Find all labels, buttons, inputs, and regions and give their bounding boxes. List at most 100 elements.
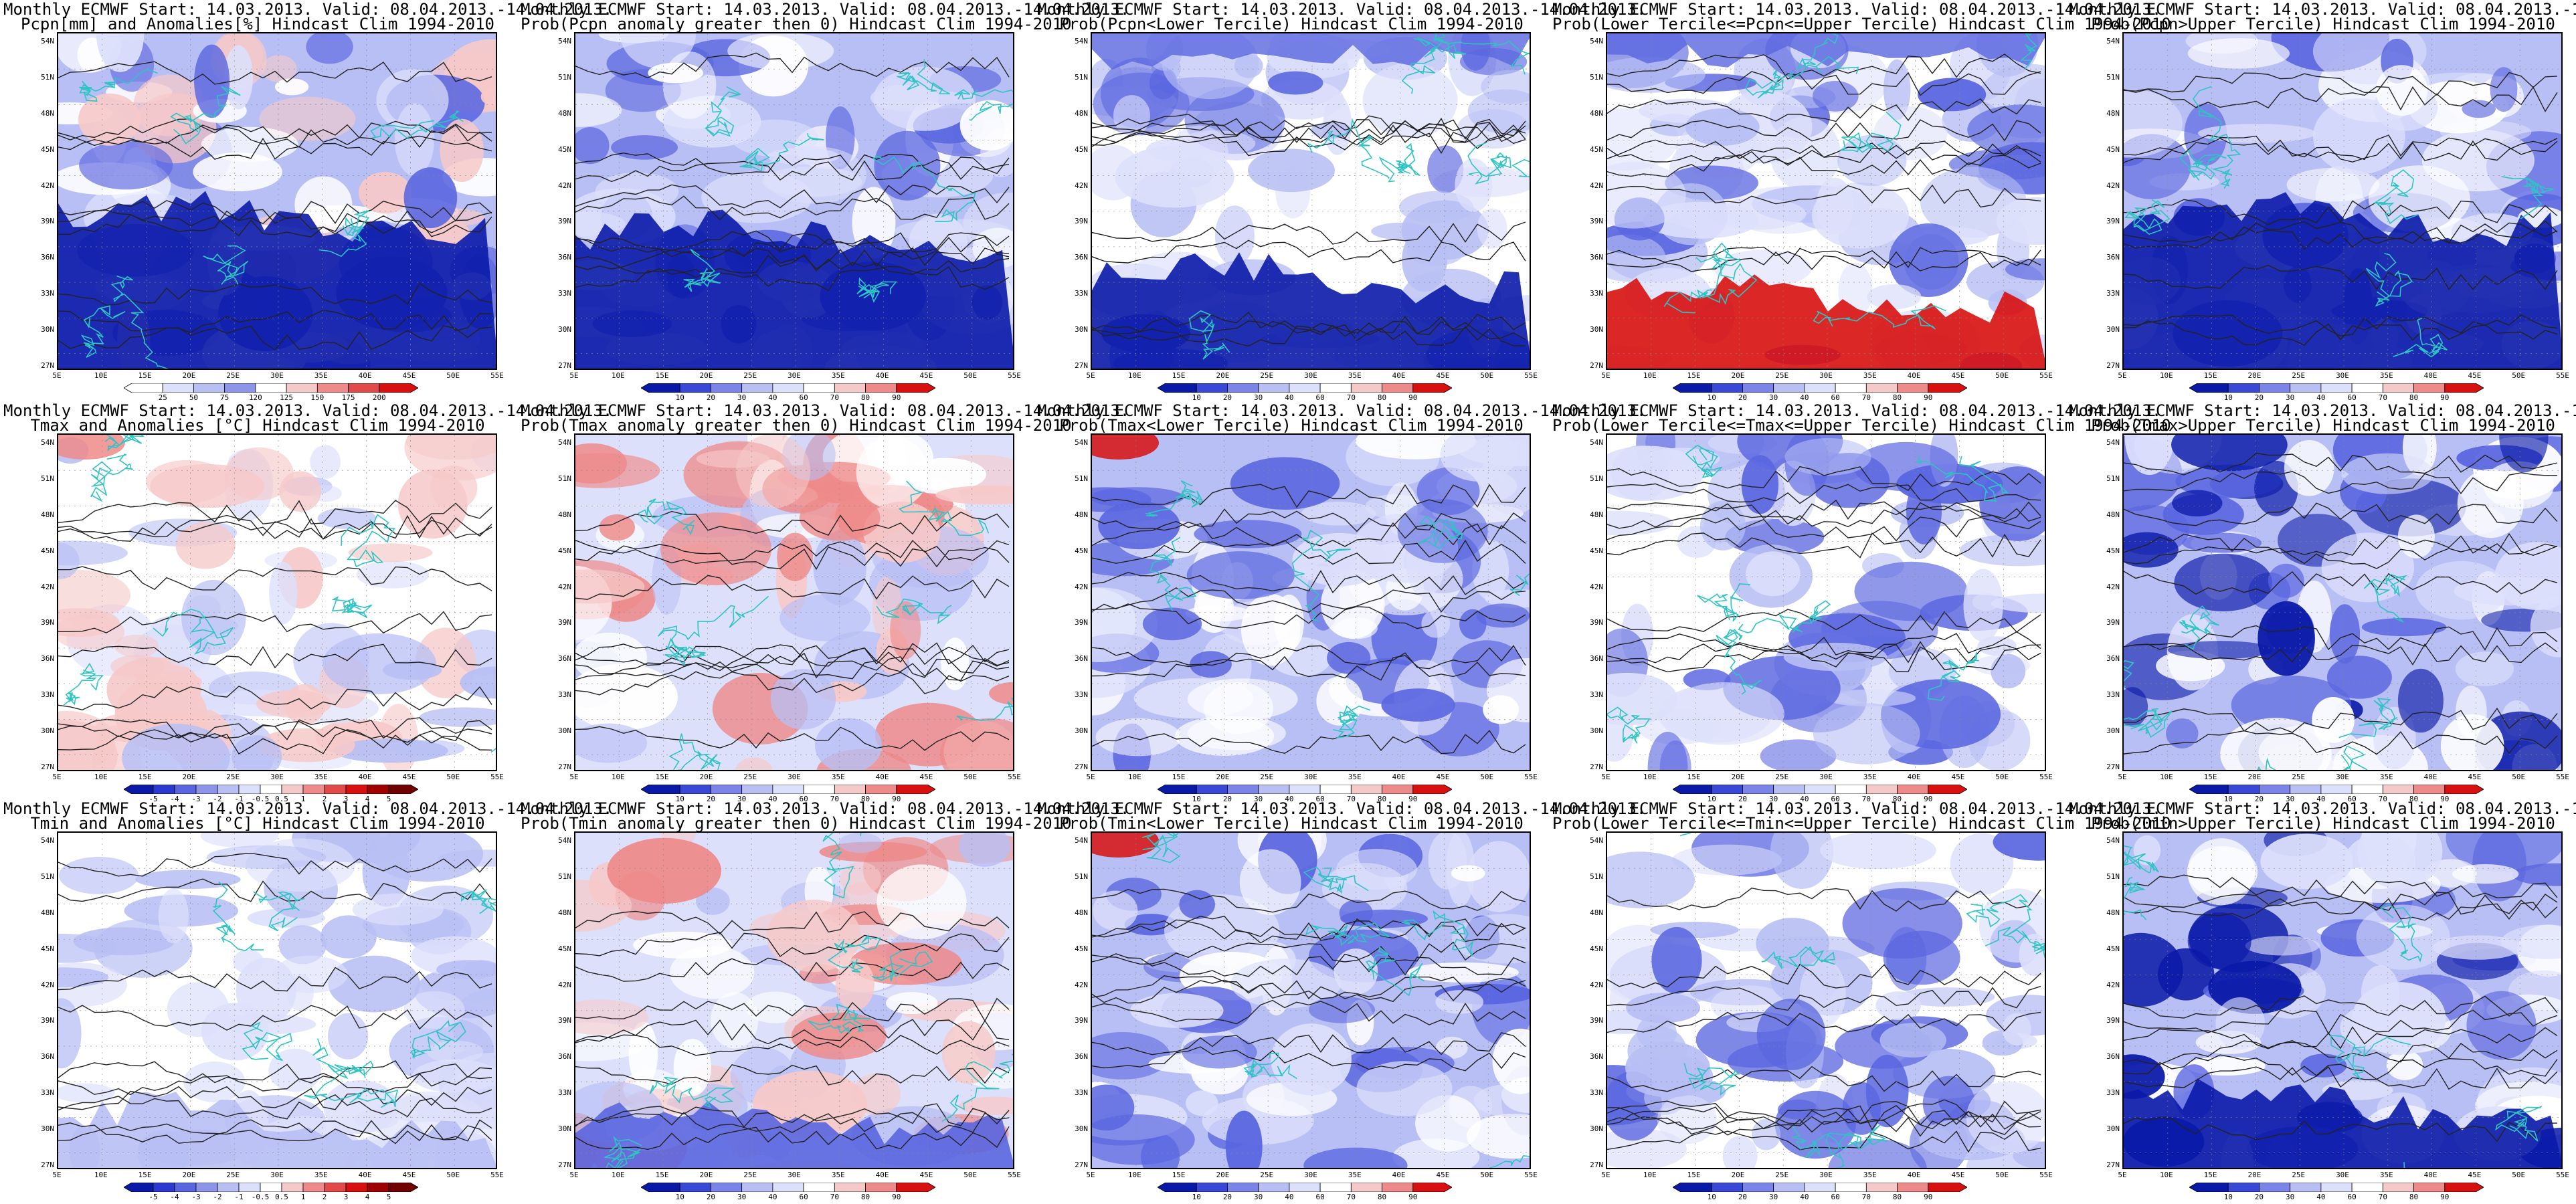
lon-tick-label: 25E (743, 773, 757, 781)
lon-tick-label: 45E (1951, 1171, 1965, 1179)
lon-tick-label: 5E (2118, 773, 2127, 781)
colorbar-tick-label: 80 (1377, 393, 1387, 402)
lon-tick-label: 30E (270, 371, 284, 380)
map-panel: Monthly ECMWF Start: 14.03.2013. Valid: … (1037, 799, 1646, 1201)
colorbar-tick-label: 3 (343, 1193, 349, 1201)
panel-title-line1: Monthly ECMWF Start: 14.03.2013. Valid: … (1552, 799, 2162, 818)
panel-title-line1: Monthly ECMWF Start: 14.03.2013. Valid: … (2069, 799, 2576, 818)
lat-tick-label: 36N (558, 1052, 571, 1062)
lat-tick-label: 45N (1075, 144, 1088, 154)
colorbar (1158, 1183, 1452, 1192)
colorbar-tick-label: 60 (799, 393, 808, 402)
map-shading (58, 833, 496, 1168)
colorbar-tick-label: 40 (768, 393, 777, 402)
colorbar-tick-label: -4 (170, 795, 179, 803)
lon-tick-label: 15E (655, 1171, 669, 1179)
map-panel: Monthly ECMWF Start: 14.03.2013. Valid: … (1037, 401, 1646, 803)
colorbar-tick-label: 40 (768, 1193, 777, 1201)
lat-tick-label: 42N (41, 582, 54, 591)
lat-tick-label: 33N (1590, 690, 1603, 700)
map-panel: Monthly ECMWF Start: 14.03.2013. Valid: … (1552, 799, 2171, 1201)
lon-tick-label: 50E (963, 371, 978, 380)
lon-tick-label: 5E (2118, 371, 2127, 380)
lat-tick-label: 33N (2106, 1088, 2120, 1098)
lat-tick-label: 54N (1590, 836, 1603, 845)
lon-tick-label: 55E (490, 371, 504, 380)
lon-tick-label: 25E (1775, 371, 1789, 380)
lat-tick-label: 36N (1590, 253, 1603, 262)
lon-tick-label: 30E (2336, 1171, 2349, 1179)
lat-tick-label: 51N (41, 474, 54, 483)
colorbar-tick-label: 30 (737, 795, 747, 803)
lat-tick-label: 54N (41, 37, 54, 45)
colorbar-tick-label: 80 (2409, 795, 2419, 803)
lat-tick-label: 39N (558, 217, 571, 226)
lat-tick-label: 42N (558, 181, 571, 190)
colorbar-tick-label: 1 (300, 1193, 306, 1201)
lon-tick-label: 55E (2556, 371, 2569, 380)
lon-tick-label: 10E (1127, 1171, 1141, 1179)
lon-tick-label: 30E (788, 1171, 801, 1179)
map-panel: Monthly ECMWF Start: 14.03.2013. Valid: … (1552, 0, 2171, 402)
lon-tick-label: 15E (2203, 773, 2217, 781)
colorbar (124, 785, 418, 794)
colorbar-tick-label: 2 (322, 795, 327, 803)
panel-title-line1: Monthly ECMWF Start: 14.03.2013. Valid: … (3, 401, 613, 420)
colorbar-tick-label: 70 (1861, 795, 1871, 803)
lat-tick-label: 54N (1590, 37, 1603, 45)
panel-title-line2: Prob(Pcpn<Lower Tercile) Hindcast Clim 1… (1059, 15, 1524, 33)
lon-tick-label: 50E (1480, 1171, 1494, 1179)
lon-tick-label: 40E (1907, 773, 1921, 781)
map-shading (575, 33, 1013, 369)
colorbar-tick-label: 20 (2254, 795, 2264, 803)
lat-tick-label: 51N (1590, 72, 1603, 82)
colorbar-tick-label: 70 (1861, 393, 1871, 402)
lon-tick-label: 25E (2292, 1171, 2306, 1179)
lon-tick-label: 45E (402, 773, 416, 781)
lon-tick-label: 20E (699, 371, 713, 380)
lat-tick-label: 39N (1590, 217, 1603, 226)
lon-tick-label: 15E (2203, 1171, 2217, 1179)
panel-title-line2: Prob(Tmax>Upper Tercile) Hindcast Clim 1… (2091, 416, 2555, 435)
map-shading (1607, 435, 2045, 770)
map-field (1606, 831, 2046, 1169)
lon-tick-label: 25E (2292, 371, 2306, 380)
lat-tick-label: 36N (1075, 253, 1088, 262)
lon-tick-label: 35E (314, 1171, 328, 1179)
lon-tick-label: 20E (2247, 371, 2262, 380)
lat-tick-label: 54N (41, 438, 54, 447)
colorbar-tick-label: -3 (191, 795, 201, 803)
lat-tick-label: 54N (1590, 438, 1603, 447)
colorbar-tick-label: -2 (213, 795, 222, 803)
lon-tick-label: 25E (1775, 773, 1789, 781)
lon-tick-label: 45E (2468, 1171, 2482, 1179)
lon-tick-label: 10E (1127, 371, 1141, 380)
colorbar-tick-label: 0.5 (275, 795, 288, 803)
lon-tick-label: 40E (2423, 1171, 2437, 1179)
lat-tick-label: 51N (2106, 872, 2120, 881)
lat-tick-label: 33N (558, 289, 571, 298)
panel-title-line2: Prob(Lower Tercile<=Tmax<=Upper Tercile)… (1552, 416, 2171, 435)
lon-tick-label: 35E (2379, 371, 2393, 380)
colorbar-tick-label: -4 (170, 1193, 179, 1201)
map-panel: Monthly ECMWF Start: 14.03.2013. Valid: … (3, 0, 612, 401)
lon-tick-label: 35E (831, 773, 845, 781)
colorbar-tick-label: 80 (2409, 393, 2419, 402)
lat-tick-label: 30N (558, 325, 571, 334)
lon-tick-label: 15E (1172, 1171, 1186, 1179)
lat-tick-label: 30N (1075, 1124, 1088, 1134)
panel-title-line2: Prob(Pcpn anomaly greater then 0) Hindca… (521, 15, 1072, 33)
lon-tick-label: 10E (94, 1171, 108, 1179)
colorbar-tick-label: 60 (1831, 795, 1840, 803)
colorbar-tick-label: 20 (1222, 1193, 1232, 1201)
colorbar-tick-label: 60 (2347, 393, 2357, 402)
map-field (57, 32, 497, 370)
lon-tick-label: 55E (490, 773, 504, 781)
colorbar-tick-label: 40 (1800, 393, 1809, 402)
colorbar-tick-label: 80 (2409, 1193, 2419, 1201)
colorbar-tick-label: 70 (1346, 393, 1356, 402)
lon-tick-label: 25E (226, 371, 240, 380)
lon-tick-label: 45E (1436, 1171, 1450, 1179)
lat-tick-label: 42N (558, 980, 571, 989)
lon-tick-label: 5E (52, 773, 62, 781)
